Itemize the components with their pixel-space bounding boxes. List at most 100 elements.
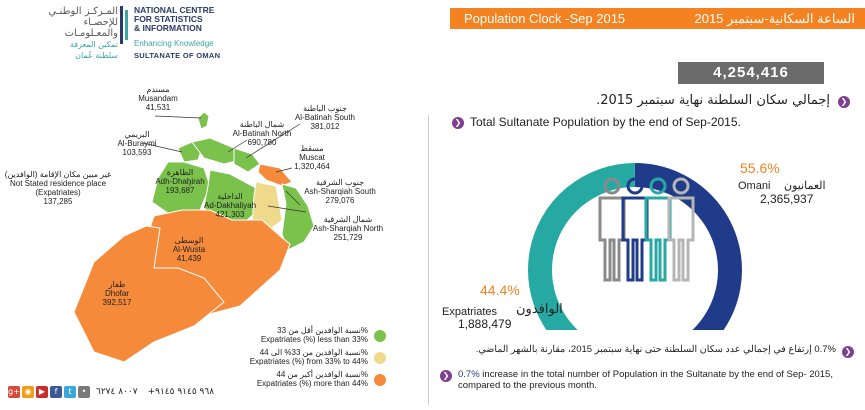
region-en: Adh-Dhahirah [155, 177, 205, 186]
region-ar: مسقط [300, 144, 324, 153]
omani-label-en: Omani [738, 180, 771, 192]
total-title-ar: إجمالي سكان السلطنة نهاية سبتمبر 2015. [596, 93, 830, 108]
increase-text-ar: 0.7% إرتفاع في إجمالي عدد سكان السلطنة ح… [475, 344, 836, 355]
logo-ar-line1: المـركـز الوطنـي [48, 6, 118, 17]
omani-percent: 55.6% [740, 160, 780, 176]
region-en: Al-Batinah North [232, 129, 292, 138]
facebook-icon[interactable]: f [50, 386, 62, 398]
region-value: 392,517 [102, 298, 132, 307]
region-en: Al-Batinah South [294, 113, 356, 122]
region-ar: شمال الشرقية [323, 215, 373, 224]
legend-text: نسبة الوافدين من 33% الى 44% Expatriates… [250, 348, 368, 366]
donut-segment-expatriates [528, 163, 636, 330]
region-value: 279,076 [325, 196, 355, 205]
legend-swatch [374, 330, 386, 342]
logo-en-line3: & INFORMATION [134, 23, 202, 33]
region-ar: الوسطى [174, 236, 204, 245]
region-dhofar [73, 225, 225, 363]
expat-label-en: Expatriates [442, 306, 498, 318]
region-musandam [197, 111, 210, 130]
legend-item: نسبة الوافدين أقل من 33% Expatriates (%)… [210, 326, 390, 348]
people-icon [598, 177, 695, 282]
donut-segment-omani [634, 163, 742, 330]
legend-ar: نسبة الوافدين أقل من 33% [277, 326, 368, 335]
region-label-muscat: مسقط Muscat 1,320,464 [282, 144, 342, 171]
region-value: 103,593 [122, 148, 152, 157]
twitter-icon[interactable]: t [64, 386, 76, 398]
region-value: 1,320,464 [294, 162, 330, 171]
bullet-arrow-icon: ❯ [842, 346, 854, 358]
region-ar: جنوب الباطنة [303, 104, 347, 113]
region-en-sub: (Expatriates) [35, 188, 81, 197]
logo-en-country: SULTANATE OF OMAN [134, 51, 221, 60]
region-value: 421,303 [215, 210, 245, 219]
legend-en: Expatriates (%) less than 33% [260, 335, 368, 344]
legend-ar: نسبة الوافدين أكبر من 44% [276, 370, 368, 379]
vertical-divider [428, 115, 429, 405]
googleplus-icon[interactable]: g+ [8, 386, 20, 398]
region-en: Ash-Sharqiah South [304, 187, 376, 196]
banner-title-en: Population Clock -Sep 2015 [464, 11, 626, 26]
region-en: Musandam [138, 94, 178, 103]
region-sharqiah-south [281, 183, 315, 251]
region-value: 41,439 [176, 254, 202, 263]
region-ar: مسندم [146, 85, 170, 94]
region-label-wusta: الوسطى Al-Wusta 41,439 [164, 236, 214, 263]
expat-value: 1,888,479 [458, 317, 512, 331]
region-en: Ash-Sharqiah North [312, 224, 384, 233]
logo-english: NATIONAL CENTRE FOR STATISTICS & INFORMA… [134, 5, 254, 61]
legend-en: Expatriates (%) from 33% to 44% [249, 357, 368, 366]
total-population-value: 4,254,416 [678, 62, 824, 84]
logo-mark-icon [120, 6, 128, 44]
logo-en-tag: Enhancing Knowledge [134, 39, 214, 48]
bullet-arrow-icon: ❯ [838, 96, 850, 108]
logo-ar-tag: تمكين المعرفة [70, 40, 118, 49]
region-label-dakhiliyah: الداخلية Ad-Dakhaliyah 421,303 [198, 192, 262, 219]
legend-text: نسبة الوافدين أقل من 33% Expatriates (%)… [261, 326, 368, 344]
legend-item: نسبة الوافدين من 33% الى 44% Expatriates… [210, 348, 390, 370]
increase-percent: 0.7% [458, 369, 480, 380]
increase-description: increase in the total number of Populati… [458, 369, 833, 391]
legend-text: نسبة الوافدين أكبر من 44% Expatriates (%… [257, 370, 368, 388]
expat-percent: 44.4% [480, 282, 520, 298]
rss-icon[interactable]: ◉ [22, 386, 34, 398]
region-label-sharqiah-south: جنوب الشرقية Ash-Sharqiah South 279,076 [296, 178, 384, 205]
phone-number-1: ٨٠٠٧ ٦٢٧٤ [96, 387, 138, 397]
region-label-musandam: مسندم Musandam 41,531 [126, 85, 190, 112]
title-banner: Population Clock -Sep 2015 الساعة السكان… [450, 8, 865, 29]
bullet-arrow-icon: ❯ [440, 370, 452, 382]
region-en: Al-Buraymi [117, 139, 157, 148]
region-en: Al-Wusta [172, 245, 206, 254]
footer-bar: g+ ◉ ▶ f t • ٨٠٠٧ ٦٢٧٤ +٩٦٨ ٩١٤٥ ٩١٤٥ [8, 386, 214, 398]
region-value: 137,285 [43, 197, 73, 206]
region-en: Muscat [299, 153, 325, 162]
legend-swatch [374, 374, 386, 386]
region-label-dhofar: ظفار Dhofar 392,517 [92, 280, 142, 307]
total-title-en: Total Sultanate Population by the end of… [470, 115, 741, 129]
population-donut-chart [528, 163, 742, 330]
region-value: 193,687 [165, 186, 195, 195]
banner-title-ar: الساعة السكانية-سبتمبر 2015 [694, 11, 855, 26]
bullet-arrow-icon: ❯ [452, 117, 464, 129]
region-label-sharqiah-north: شمال الشرقية Ash-Sharqiah North 251,729 [300, 215, 396, 242]
region-label-batinah-south: جنوب الباطنة Al-Batinah South 381,012 [284, 104, 366, 131]
region-ar: الداخلية [217, 192, 243, 201]
region-batinah-south [233, 147, 261, 173]
region-value: 381,012 [310, 122, 340, 131]
region-en: Not Stated residence place [9, 179, 107, 188]
region-en: Ad-Dakhaliyah [203, 201, 257, 210]
region-ar: شمال الباطنة [239, 120, 285, 129]
phone-number-2: +٩٦٨ ٩١٤٥ ٩١٤٥ [147, 387, 215, 397]
omani-value: 2,365,937 [760, 192, 814, 206]
logo-en-line2: FOR STATISTICS [134, 14, 203, 24]
logo-ar-country: سلطنة عُمان [75, 51, 118, 60]
region-value: 251,729 [333, 233, 363, 242]
flickr-icon[interactable]: • [78, 386, 90, 398]
region-ar: جنوب الشرقية [316, 178, 364, 187]
logo-en-line1: NATIONAL CENTRE [134, 5, 215, 15]
legend-ar: نسبة الوافدين من 33% الى 44% [259, 348, 368, 357]
legend-item: نسبة الوافدين أكبر من 44% Expatriates (%… [210, 370, 390, 392]
youtube-icon[interactable]: ▶ [36, 386, 48, 398]
region-label-batinah-north: شمال الباطنة Al-Batinah North 690,780 [222, 120, 302, 147]
region-value: 690,780 [247, 138, 277, 147]
